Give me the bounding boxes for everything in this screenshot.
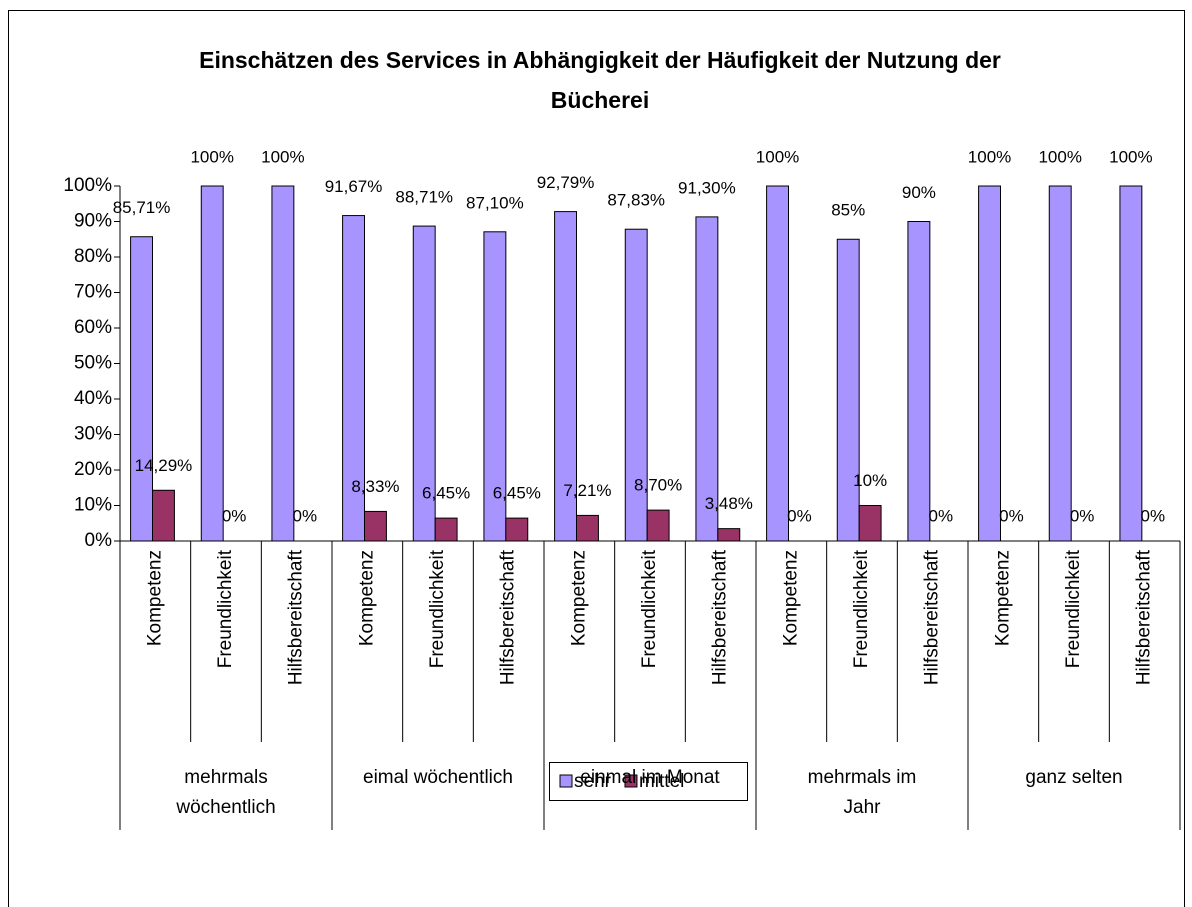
bar: [130, 236, 154, 542]
x-tick-label: Kompetenz: [356, 550, 377, 646]
bar: [200, 185, 224, 542]
bar: [152, 489, 175, 542]
x-tick-label: Kompetenz: [144, 550, 165, 646]
y-tick-label: 20%: [74, 459, 112, 480]
x-tick-label: Freundlichkeit: [1063, 549, 1084, 668]
bar: [364, 510, 387, 542]
data-label: 91,30%: [678, 178, 736, 197]
legend-swatch: [624, 774, 638, 788]
data-label: 90%: [902, 183, 936, 202]
data-label: 100%: [968, 147, 1011, 166]
data-label: 91,67%: [325, 177, 383, 196]
data-label: 92,79%: [537, 173, 595, 192]
data-label: 0%: [1070, 506, 1095, 525]
data-label: 8,33%: [351, 477, 399, 496]
bar: [695, 216, 719, 542]
legend-label: mittel: [639, 771, 684, 792]
y-tick-label: 40%: [74, 388, 112, 409]
legend-box: [549, 762, 748, 801]
bar: [1048, 185, 1072, 542]
data-label: 6,45%: [422, 484, 470, 503]
group-label: mehrmals im Jahr: [807, 767, 917, 818]
data-label: 0%: [929, 506, 954, 525]
data-label: 0%: [293, 506, 318, 525]
x-tick-label: Freundlichkeit: [851, 549, 872, 668]
x-tick-label: Freundlichkeit: [215, 549, 236, 668]
legend-swatch: [559, 774, 573, 788]
data-label: 100%: [1038, 147, 1081, 166]
y-tick-label: 60%: [74, 317, 112, 338]
bar: [1119, 185, 1143, 542]
x-tick-label: Kompetenz: [780, 550, 801, 646]
group-label: eimal wöchentlich: [363, 767, 513, 788]
data-label: 100%: [190, 147, 233, 166]
data-label: 6,45%: [493, 484, 541, 503]
bar: [978, 185, 1002, 542]
data-label: 100%: [756, 147, 799, 166]
data-label: 100%: [261, 147, 304, 166]
bar: [624, 228, 648, 542]
bar: [412, 225, 436, 542]
x-tick-label: Kompetenz: [992, 550, 1013, 646]
bar: [907, 221, 931, 542]
data-label: 85%: [831, 201, 865, 220]
x-tick-label: Hilfsbereitschaft: [922, 549, 943, 685]
bar: [858, 505, 882, 542]
bar: [434, 517, 458, 542]
data-label: 0%: [222, 506, 247, 525]
x-tick-label: Kompetenz: [568, 550, 589, 646]
data-label: 10%: [853, 471, 887, 490]
data-label: 85,71%: [113, 198, 171, 217]
bar: [766, 185, 790, 542]
chart-title: Einschätzen des Services in Abhängigkeit…: [199, 47, 1001, 113]
data-label: 87,83%: [607, 191, 665, 210]
data-label: 7,21%: [563, 481, 611, 500]
group-label: mehrmals wöchentlich: [176, 767, 276, 818]
data-label: 87,10%: [466, 193, 524, 212]
group-label: einmal im Monat: [580, 767, 720, 788]
x-tick-label: Freundlichkeit: [639, 549, 660, 668]
y-tick-label: 100%: [63, 175, 112, 196]
data-label: 0%: [1141, 506, 1166, 525]
x-tick-label: Hilfsbereitschaft: [286, 549, 307, 685]
x-tick-label: Hilfsbereitschaft: [1134, 549, 1155, 685]
group-label: ganz selten: [1025, 767, 1123, 788]
bar: [505, 517, 529, 542]
y-tick-label: 90%: [74, 211, 112, 232]
bar: [836, 238, 860, 542]
chart-border: [8, 10, 1185, 907]
x-tick-label: Hilfsbereitschaft: [498, 549, 519, 685]
x-tick-label: Hilfsbereitschaft: [710, 549, 731, 685]
data-label: 0%: [787, 506, 812, 525]
data-label: 3,48%: [705, 494, 753, 513]
y-tick-label: 50%: [74, 353, 112, 374]
y-tick-label: 10%: [74, 495, 112, 516]
x-tick-label: Freundlichkeit: [427, 549, 448, 668]
y-tick-label: 30%: [74, 424, 112, 445]
legend-label: sehr: [574, 771, 612, 792]
bar: [576, 514, 599, 542]
bar: [483, 231, 507, 542]
data-label: 0%: [999, 506, 1024, 525]
data-label: 14,29%: [135, 456, 193, 475]
bar: [717, 528, 741, 542]
y-tick-label: 70%: [74, 282, 112, 303]
data-label: 8,70%: [634, 476, 682, 495]
bar: [646, 509, 670, 542]
y-tick-label: 80%: [74, 246, 112, 267]
bar: [271, 185, 295, 542]
data-label: 88,71%: [395, 188, 453, 207]
data-label: 100%: [1109, 147, 1152, 166]
y-tick-label: 0%: [85, 530, 113, 551]
bar: [342, 215, 366, 542]
bar: [554, 211, 578, 542]
